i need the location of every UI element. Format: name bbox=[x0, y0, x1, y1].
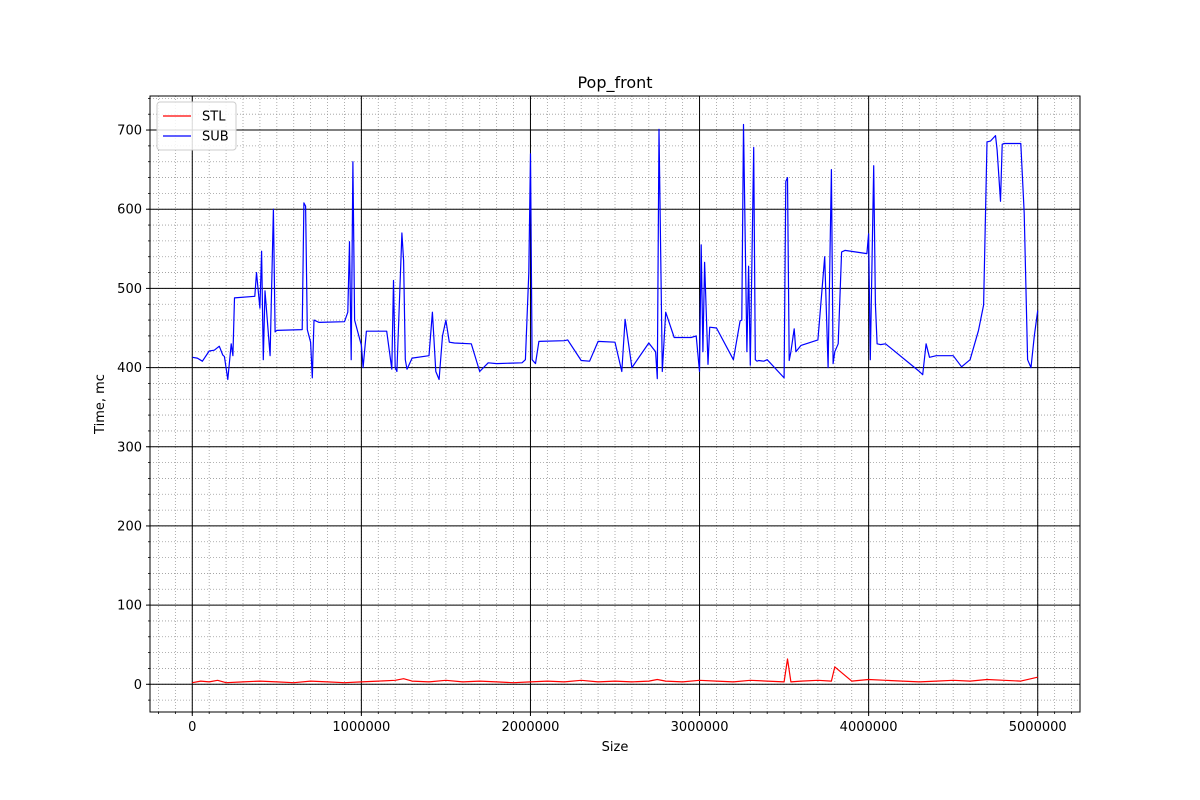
axis-ticks bbox=[146, 97, 1072, 716]
series-line-sub bbox=[192, 123, 1039, 381]
x-tick-label: 3000000 bbox=[671, 720, 729, 735]
legend-box bbox=[156, 101, 237, 151]
x-tick-label: 2000000 bbox=[502, 720, 560, 735]
chart-title: Pop_front bbox=[577, 73, 652, 93]
y-tick-label: 400 bbox=[117, 361, 142, 376]
x-axis-label: Size bbox=[602, 740, 629, 755]
major-grid bbox=[150, 96, 1080, 712]
y-axis-label: Time, mc bbox=[93, 374, 108, 435]
x-tick-label: 0 bbox=[188, 720, 196, 735]
y-tick-label: 600 bbox=[117, 203, 142, 218]
legend: STL SUB bbox=[156, 101, 237, 151]
legend-label-sub: SUB bbox=[202, 130, 229, 145]
series-line-stl bbox=[192, 658, 1038, 684]
y-tick-label: 700 bbox=[117, 124, 142, 139]
x-tick-label: 1000000 bbox=[332, 720, 390, 735]
axis-tick-labels: 0 1000000 2000000 3000000 4000000 5000000 0 100… bbox=[117, 124, 1067, 735]
series-layer bbox=[192, 123, 1039, 684]
y-tick-label: 500 bbox=[117, 282, 142, 297]
y-tick-label: 100 bbox=[117, 599, 142, 614]
y-tick-label: 200 bbox=[117, 519, 142, 534]
x-tick-label: 5000000 bbox=[1009, 720, 1067, 735]
y-tick-label: 0 bbox=[134, 678, 142, 693]
x-tick-label: 4000000 bbox=[840, 720, 898, 735]
y-tick-label: 300 bbox=[117, 440, 142, 455]
legend-label-stl: STL bbox=[202, 110, 226, 125]
